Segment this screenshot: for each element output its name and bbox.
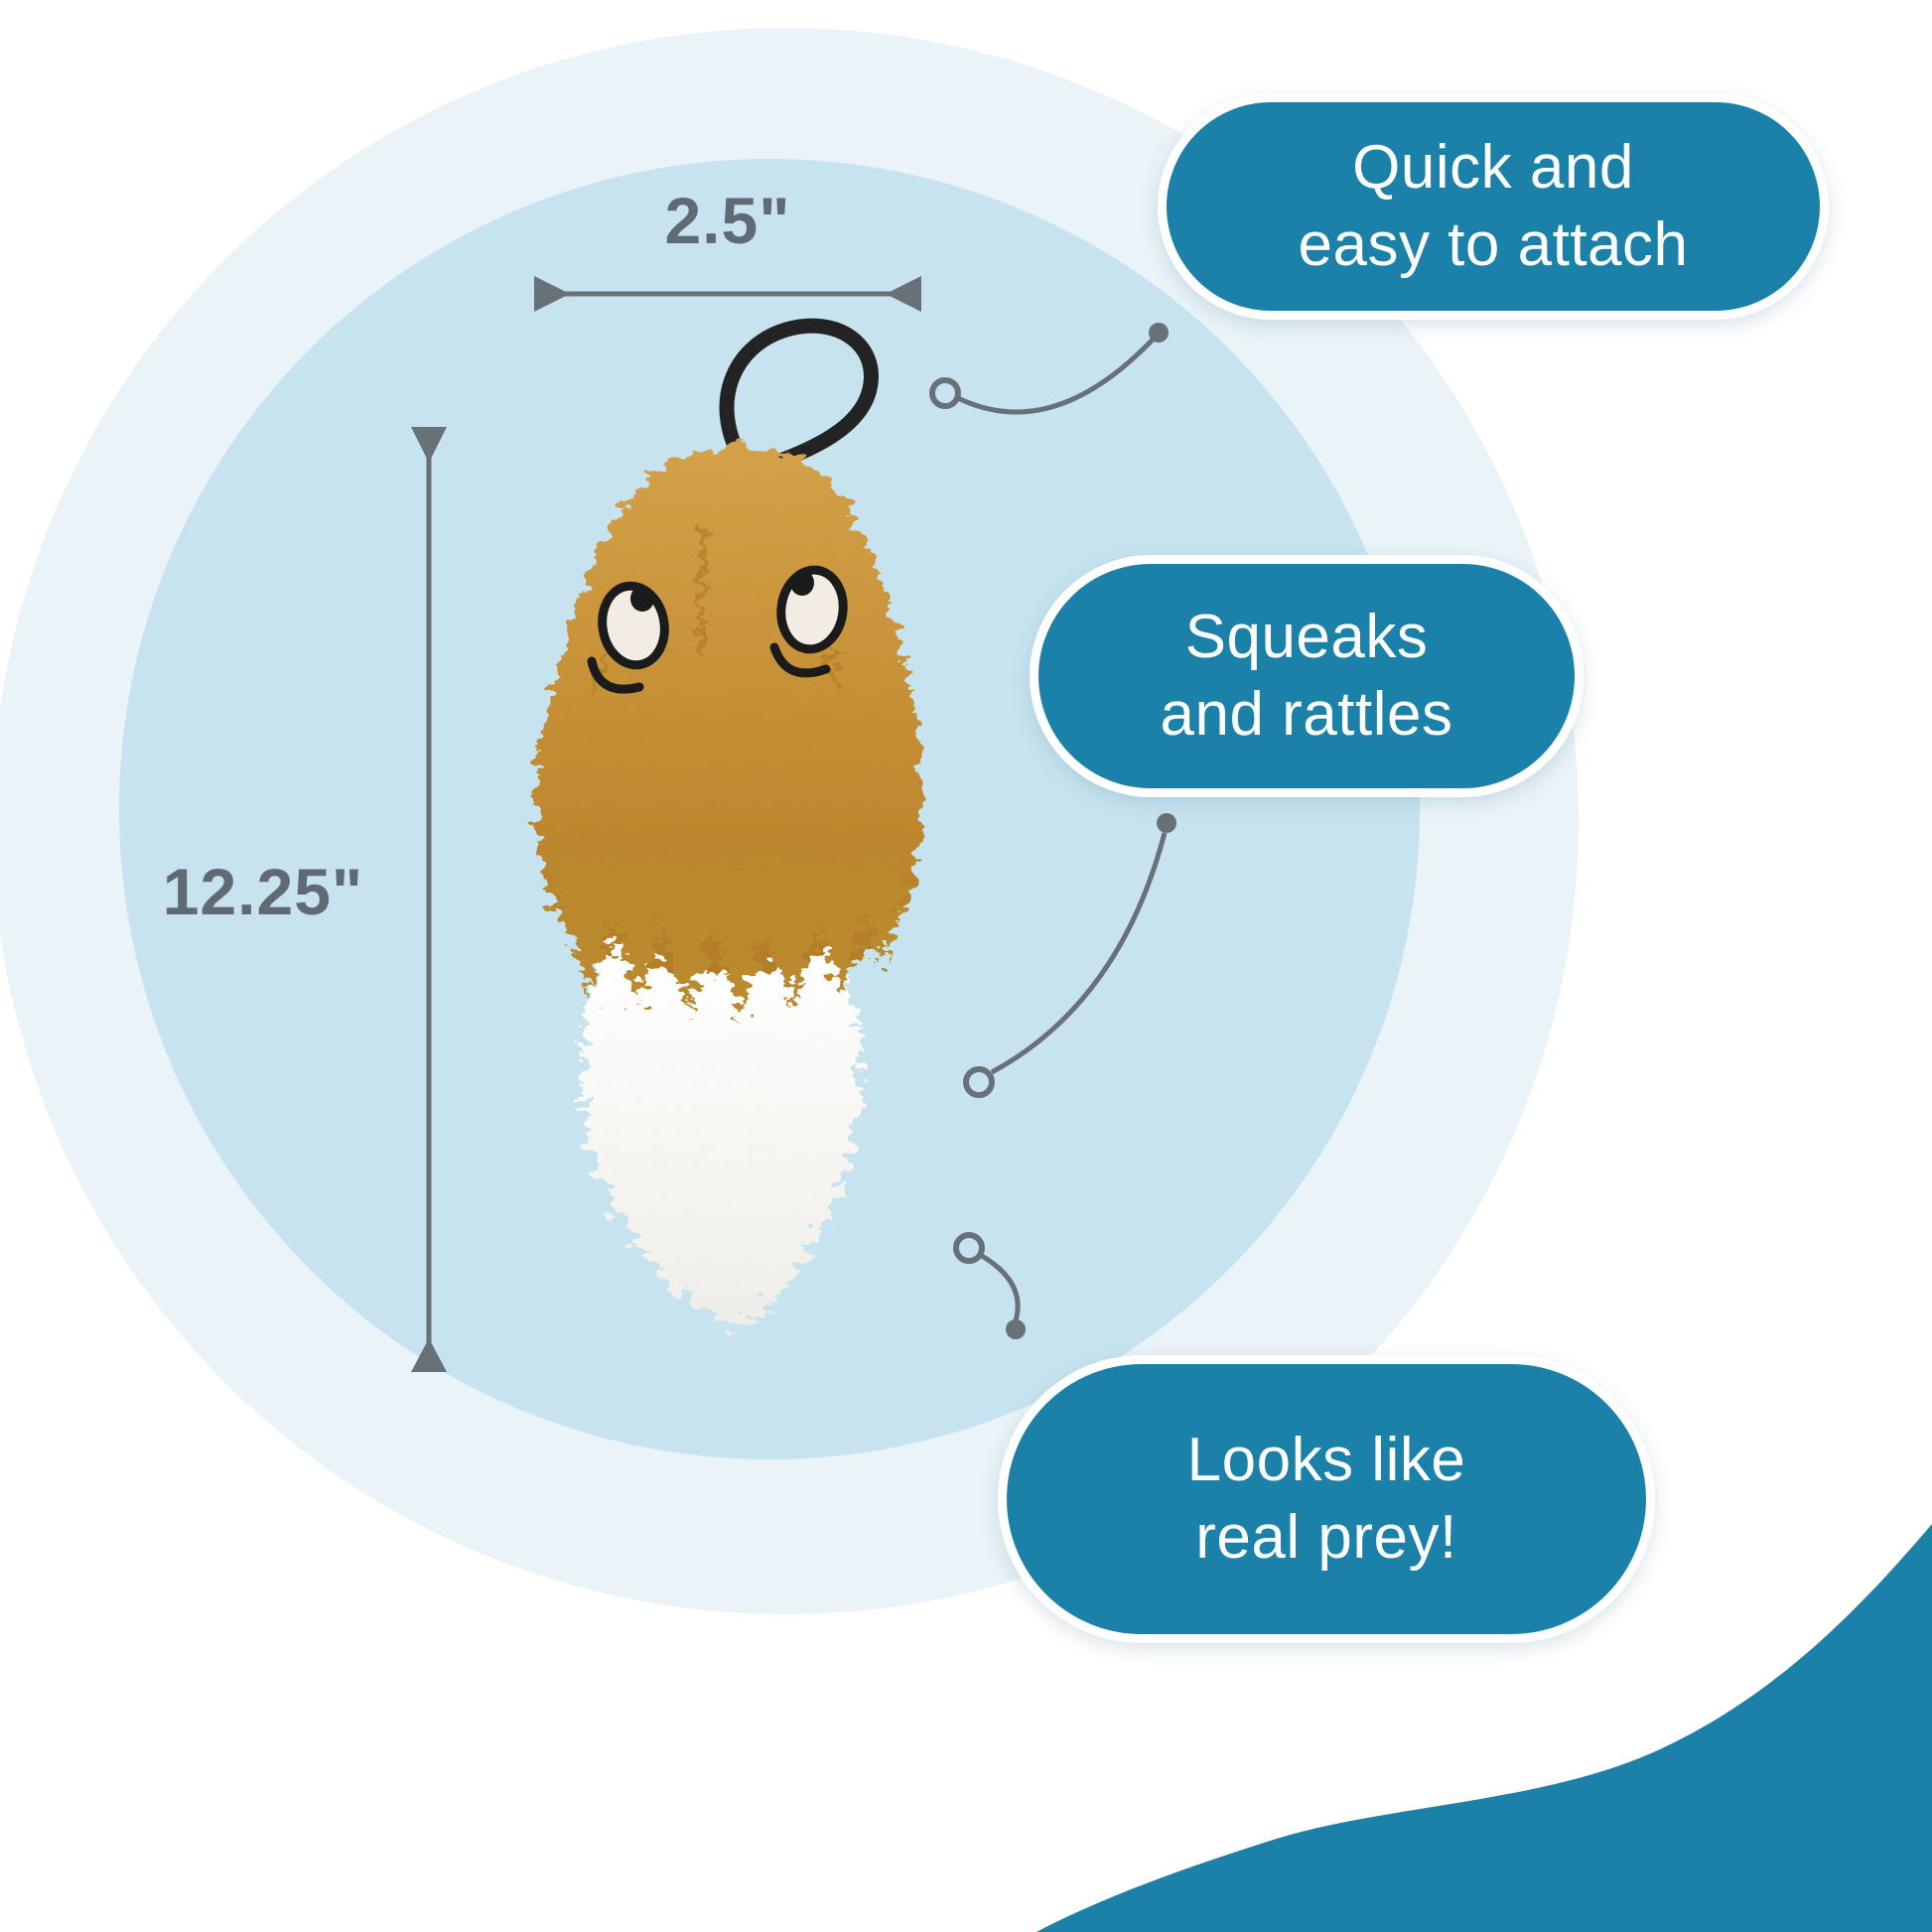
width-dimension-line bbox=[534, 276, 921, 312]
connector-end-dot bbox=[1157, 813, 1176, 833]
arrowhead-left bbox=[534, 276, 570, 312]
right-pupil bbox=[790, 570, 814, 596]
callout-line: and rattles bbox=[1160, 680, 1453, 749]
callout-line: Looks like bbox=[1186, 1425, 1466, 1494]
arrowhead-top bbox=[411, 427, 447, 463]
toy-tail bbox=[556, 860, 903, 1330]
height-dimension-line bbox=[411, 427, 447, 1372]
toy-eyes bbox=[587, 565, 848, 694]
left-lash bbox=[587, 656, 644, 694]
callout-quick-attach: Quick and easy to attach bbox=[1158, 93, 1829, 320]
callout-line: easy to attach bbox=[1298, 210, 1689, 279]
right-lash bbox=[769, 642, 831, 678]
tail-white-plume bbox=[582, 943, 863, 1330]
connector-squeak bbox=[963, 813, 1176, 1098]
callout-line: real prey! bbox=[1195, 1503, 1457, 1572]
rope-loop bbox=[719, 318, 879, 477]
wave-shape bbox=[1036, 1524, 1932, 1932]
callout-squeaks-rattles: Squeaks and rattles bbox=[1030, 555, 1584, 797]
callout-line: Squeaks bbox=[1184, 602, 1429, 671]
connector-prey bbox=[953, 1232, 1026, 1339]
callout-real-prey: Looks like real prey! bbox=[998, 1355, 1655, 1643]
width-dimension-label: 2.5" bbox=[664, 184, 791, 257]
fur-fringe bbox=[556, 860, 903, 1017]
toy-photo bbox=[535, 318, 922, 1330]
connector-end-dot bbox=[1006, 1319, 1026, 1339]
left-pupil bbox=[630, 586, 654, 612]
connector-open-dot bbox=[929, 377, 961, 409]
connector-end-dot bbox=[1149, 323, 1169, 343]
arrowhead-right bbox=[886, 276, 921, 312]
height-dimension-label: 12.25" bbox=[162, 855, 364, 928]
arrowhead-bottom bbox=[411, 1338, 447, 1372]
callout-line: Quick and bbox=[1352, 132, 1634, 202]
connector-attach bbox=[929, 323, 1169, 415]
connector-open-dot bbox=[963, 1066, 995, 1098]
connector-open-dot bbox=[953, 1232, 985, 1264]
